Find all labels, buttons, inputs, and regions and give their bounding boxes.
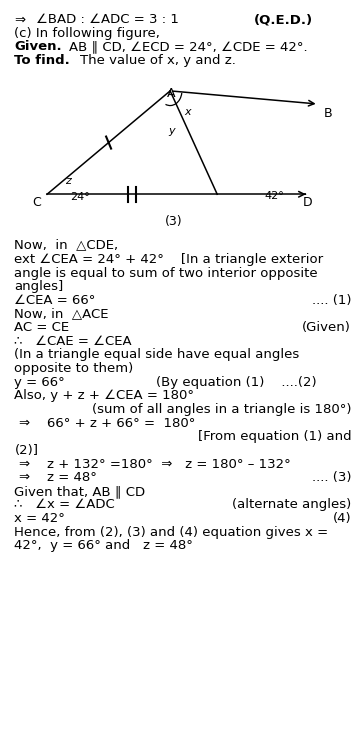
Text: 24°: 24° (71, 192, 90, 202)
Text: (alternate angles): (alternate angles) (232, 498, 351, 512)
Text: Hence, from (2), (3) and (4) equation gives x =: Hence, from (2), (3) and (4) equation gi… (14, 526, 329, 539)
Text: ext ∠CEA = 24° + 42°    [In a triangle exterior: ext ∠CEA = 24° + 42° [In a triangle exte… (14, 253, 324, 266)
Text: x: x (185, 107, 191, 117)
Text: (In a triangle equal side have equal angles: (In a triangle equal side have equal ang… (14, 348, 300, 361)
Text: .... (1): .... (1) (312, 294, 351, 307)
Text: Now, in  △ACE: Now, in △ACE (14, 308, 109, 320)
Text: ⇒: ⇒ (18, 457, 29, 471)
Text: 42°: 42° (264, 191, 284, 201)
Text: The value of x, y and z.: The value of x, y and z. (80, 54, 236, 67)
Text: ⇒: ⇒ (14, 13, 26, 26)
Text: z: z (65, 176, 71, 186)
Text: y: y (168, 126, 175, 136)
Text: ∠CEA = 66°: ∠CEA = 66° (14, 294, 96, 307)
Text: Given that, AB ∥ CD: Given that, AB ∥ CD (14, 485, 146, 498)
Text: x = 42°: x = 42° (14, 512, 66, 525)
Text: 66° + z + 66° =  180°: 66° + z + 66° = 180° (47, 416, 195, 430)
Text: y = 66°: y = 66° (14, 376, 65, 388)
Text: D: D (302, 196, 312, 209)
Text: z + 132° =180°  ⇒   z = 180° – 132°: z + 132° =180° ⇒ z = 180° – 132° (47, 457, 291, 471)
Text: A: A (167, 87, 175, 100)
Text: 42°,  y = 66° and   z = 48°: 42°, y = 66° and z = 48° (14, 539, 193, 552)
Text: (2)]: (2)] (14, 444, 38, 457)
Text: C: C (33, 196, 41, 209)
Text: To find.: To find. (14, 54, 70, 67)
Text: B: B (324, 107, 333, 120)
Text: angle is equal to sum of two interior opposite: angle is equal to sum of two interior op… (14, 267, 318, 279)
Text: opposite to them): opposite to them) (14, 362, 134, 375)
Text: (Q.E.D.): (Q.E.D.) (253, 13, 312, 26)
Text: ⇒: ⇒ (18, 471, 29, 484)
Text: (Given): (Given) (302, 321, 351, 334)
Text: AB ∥ CD, ∠ECD = 24°, ∠CDE = 42°.: AB ∥ CD, ∠ECD = 24°, ∠CDE = 42°. (69, 40, 307, 54)
Text: Also, y + z + ∠CEA = 180°: Also, y + z + ∠CEA = 180° (14, 389, 194, 402)
Text: ⇒: ⇒ (18, 416, 29, 430)
Text: [From equation (1) and: [From equation (1) and (198, 430, 351, 443)
Text: (c) In following figure,: (c) In following figure, (14, 27, 160, 40)
Text: z = 48°: z = 48° (47, 471, 97, 484)
Text: AC = CE: AC = CE (14, 321, 70, 334)
Text: ∠BAD : ∠ADC = 3 : 1: ∠BAD : ∠ADC = 3 : 1 (36, 13, 179, 26)
Text: ∴   ∠CAE = ∠CEA: ∴ ∠CAE = ∠CEA (14, 335, 132, 347)
Text: (sum of all angles in a triangle is 180°): (sum of all angles in a triangle is 180°… (92, 403, 351, 416)
Text: ∴   ∠x = ∠ADC: ∴ ∠x = ∠ADC (14, 498, 115, 512)
Text: (4): (4) (333, 512, 351, 525)
Text: (3): (3) (165, 215, 182, 228)
Text: angles]: angles] (14, 280, 64, 293)
Text: (By equation (1)    ....(2): (By equation (1) ....(2) (156, 376, 316, 388)
Text: Given.: Given. (14, 40, 62, 54)
Text: Now,  in  △CDE,: Now, in △CDE, (14, 238, 119, 251)
Text: .... (3): .... (3) (312, 471, 351, 484)
